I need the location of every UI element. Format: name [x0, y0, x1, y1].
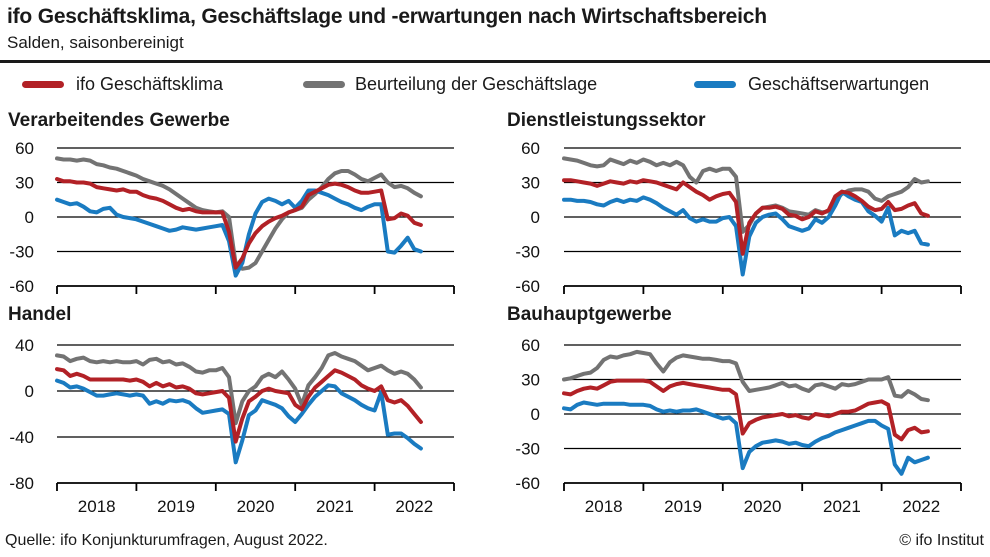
legend-swatch-red-line — [22, 81, 64, 88]
svg-text:30: 30 — [15, 174, 34, 193]
svg-text:-30: -30 — [9, 243, 34, 262]
chart-title-dienstleistungssektor: Dienstleistungssektor — [507, 110, 706, 131]
svg-text:2020: 2020 — [237, 497, 275, 516]
svg-text:2019: 2019 — [157, 497, 195, 516]
legend-label: Beurteilung der Geschäftslage — [355, 74, 598, 94]
svg-text:2021: 2021 — [316, 497, 354, 516]
svg-text:60: 60 — [15, 140, 34, 158]
svg-text:0: 0 — [25, 208, 34, 227]
svg-text:40: 40 — [15, 337, 34, 355]
svg-text:2021: 2021 — [823, 497, 861, 516]
svg-text:0: 0 — [25, 382, 34, 401]
chart-title-bauhauptgewerbe: Bauhauptgewerbe — [507, 304, 672, 325]
page-subtitle: Salden, saisonbereinigt — [7, 33, 184, 52]
chart-canvas-handel: 40 0 -40 -80 2018 2019 2020 2021 2022 — [9, 337, 455, 516]
svg-text:2020: 2020 — [744, 497, 782, 516]
svg-text:30: 30 — [521, 174, 540, 193]
chart-title-handel: Handel — [8, 304, 72, 325]
svg-text:-80: -80 — [9, 474, 34, 493]
svg-text:0: 0 — [531, 405, 540, 424]
chart-title-verarbeitendes-gewerbe: Verarbeitendes Gewerbe — [8, 110, 230, 131]
header-divider — [0, 60, 990, 63]
svg-text:2018: 2018 — [585, 497, 623, 516]
footer-credit: © ifo Institut — [899, 532, 984, 549]
svg-text:-60: -60 — [515, 474, 540, 493]
svg-text:2019: 2019 — [664, 497, 702, 516]
svg-text:-30: -30 — [515, 243, 540, 262]
svg-text:-40: -40 — [9, 428, 34, 447]
legend-label: ifo Geschäftsklima — [76, 74, 224, 94]
legend-swatch-gray-line — [303, 81, 345, 88]
svg-text:-60: -60 — [9, 277, 34, 296]
svg-text:-60: -60 — [515, 277, 540, 296]
chart-canvas-verarbeitendes-gewerbe: 60 30 0 -30 -60 — [9, 140, 455, 296]
svg-text:30: 30 — [521, 371, 540, 390]
legend-label: Geschäftserwartungen — [748, 74, 930, 94]
svg-text:2018: 2018 — [78, 497, 116, 516]
legend-swatch-blue-line — [694, 81, 736, 88]
legend: ifo Geschäftsklima Beurteilung der Gesch… — [0, 72, 990, 98]
svg-text:60: 60 — [521, 337, 540, 355]
page-title: ifo Geschäftsklima, Geschäftslage und -e… — [7, 5, 767, 28]
footer-source: Quelle: ifo Konjunkturumfragen, August 2… — [5, 532, 328, 549]
chart-canvas-bauhauptgewerbe: 60 30 0 -30 -60 2018 2019 2020 2021 2022 — [515, 337, 962, 516]
svg-text:-30: -30 — [515, 440, 540, 459]
svg-text:0: 0 — [531, 208, 540, 227]
svg-text:2022: 2022 — [902, 497, 940, 516]
svg-text:2022: 2022 — [395, 497, 433, 516]
svg-text:60: 60 — [521, 140, 540, 158]
chart-canvas-dienstleistungssektor: 60 30 0 -30 -60 — [515, 140, 962, 296]
